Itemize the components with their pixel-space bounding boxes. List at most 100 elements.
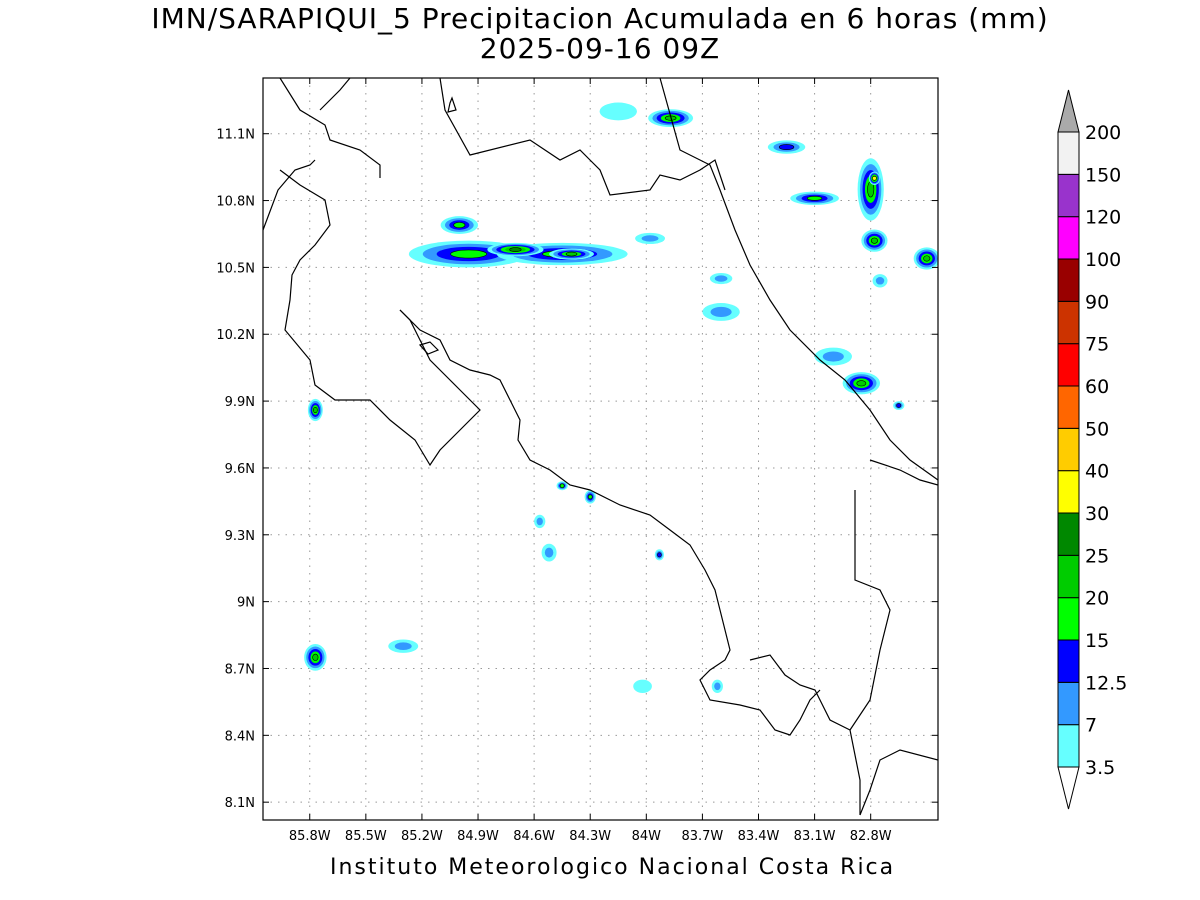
coastline-and-borders (263, 78, 938, 816)
precip-contour-fill (641, 235, 659, 242)
precip-contour-fill (806, 196, 823, 201)
precip-contour-fill (633, 679, 652, 693)
colorbar-swatch (1057, 173, 1080, 218)
colorbar-swatch (1057, 639, 1080, 683)
north-island (447, 96, 457, 113)
colorbar-swatch (1057, 300, 1080, 345)
x-tick-label: 84.9W (457, 829, 499, 844)
x-tick-label: 83.7W (681, 829, 723, 844)
map-title: IMN/SARAPIQUI_5 Precipitacion Acumulada … (151, 2, 1049, 35)
precip-contour-fill (544, 547, 554, 558)
pacific-coast-north (279, 169, 481, 467)
y-tick-label: 10.5N (216, 261, 255, 276)
colorbar-label: 150 (1085, 164, 1121, 186)
precip-contour-fill (856, 380, 867, 387)
panama-border (849, 490, 938, 816)
y-tick-label: 8.4N (225, 729, 255, 744)
precip-contour-fill (313, 406, 318, 414)
colorbar-label: 50 (1085, 418, 1109, 440)
x-tick-label: 85.8W (289, 829, 331, 844)
precip-contour-fill (536, 517, 543, 526)
precip-contour-fill (599, 102, 637, 121)
colorbar-swatch (1057, 597, 1080, 641)
y-tick-label: 9.9N (225, 395, 255, 410)
lake-nicaragua-shore (263, 159, 316, 231)
x-tick-label: 82.8W (850, 829, 892, 844)
colorbar-over-triangle (1057, 89, 1080, 133)
colorbar-swatch (1057, 470, 1080, 514)
y-tick-label: 8.7N (225, 662, 255, 677)
precip-contour-fill (896, 403, 902, 408)
precip-contour-fill (559, 483, 565, 489)
colorbar-label: 20 (1085, 588, 1109, 610)
precip-contour-fill (450, 249, 488, 259)
colorbar-label: 15 (1085, 630, 1109, 652)
y-tick-label: 9.6N (225, 462, 255, 477)
map-axes: 85.8W 85.5W 85.2W 84.9W 84.6W 84.3W 84W 83.7W 83… (216, 78, 938, 844)
plot-frame (262, 77, 939, 821)
nicoya-island (418, 341, 440, 355)
colorbar-swatch (1057, 216, 1080, 260)
colorbar-swatch (1057, 258, 1080, 302)
y-tick-label: 9.3N (225, 529, 255, 544)
precip-contour-fill (657, 552, 662, 558)
colorbar-label: 7 (1085, 715, 1097, 737)
colorbar-label: 75 (1085, 334, 1109, 356)
lat-lon-grid (263, 78, 938, 820)
precip-contour-fill (778, 144, 795, 151)
y-tick-label: 9N (237, 596, 255, 611)
x-tick-label: 84.6W (513, 829, 555, 844)
gulf-of-nicoya-shore (399, 309, 821, 736)
precipitation-contours (304, 102, 938, 693)
footer-credit: Instituto Meteorologico Nacional Costa R… (330, 855, 896, 880)
x-tick-label: 85.2W (401, 829, 443, 844)
colorbar-label: 40 (1085, 461, 1109, 483)
precip-contour-fill (710, 306, 732, 318)
colorbar-label: 30 (1085, 503, 1109, 525)
precip-contour-fill (714, 682, 721, 691)
colorbar-label: 60 (1085, 376, 1109, 398)
precip-contour-fill (714, 275, 728, 282)
x-tick-label: 85.5W (345, 829, 387, 844)
colorbar-label: 25 (1085, 545, 1109, 567)
colorbar: 3.5 7 12.5 15 20 25 30 40 50 60 75 90 100 120 150 200 (1057, 89, 1127, 810)
colorbar-label: 100 (1085, 249, 1121, 271)
precip-contour-fill (509, 247, 522, 252)
colorbar-swatch (1057, 724, 1080, 768)
y-tick-label: 11.1N (216, 128, 255, 143)
precip-contour-fill (587, 494, 593, 500)
nicaragua-border (279, 78, 726, 196)
colorbar-swatch (1057, 385, 1080, 429)
colorbar-label: 90 (1085, 291, 1109, 313)
colorbar-swatch (1057, 427, 1080, 472)
precip-contour-fill (923, 255, 931, 262)
colorbar-swatch (1057, 131, 1080, 175)
colorbar-label: 120 (1085, 207, 1121, 229)
colorbar-label: 200 (1085, 122, 1121, 144)
colorbar-under-triangle (1057, 766, 1080, 810)
colorbar-label: 3.5 (1085, 757, 1115, 779)
precip-contour-fill (875, 276, 885, 285)
precip-contour-fill (394, 642, 412, 650)
precip-contour-fill (312, 653, 319, 661)
colorbar-label: 12.5 (1085, 672, 1127, 694)
precip-contour-fill (872, 175, 877, 181)
inland-outline-east (869, 459, 938, 486)
x-tick-label: 83.1W (794, 829, 836, 844)
osa-peninsula (749, 654, 861, 815)
precip-contour-fill (453, 222, 466, 229)
colorbar-swatch (1057, 681, 1080, 726)
y-tick-label: 8.1N (225, 796, 255, 811)
precip-contour-fill (565, 251, 578, 257)
colorbar-swatch (1057, 554, 1080, 599)
y-tick-label: 10.2N (216, 328, 255, 343)
colorbar-swatch (1057, 512, 1080, 556)
precip-contour-fill (870, 237, 878, 244)
x-tick-label: 84.3W (569, 829, 611, 844)
x-tick-label: 84W (632, 829, 662, 844)
plot-area-background (263, 78, 938, 820)
colorbar-swatch (1057, 343, 1080, 387)
caribbean-coast (659, 78, 938, 481)
map-valid-time: 2025-09-16 09Z (479, 32, 721, 65)
